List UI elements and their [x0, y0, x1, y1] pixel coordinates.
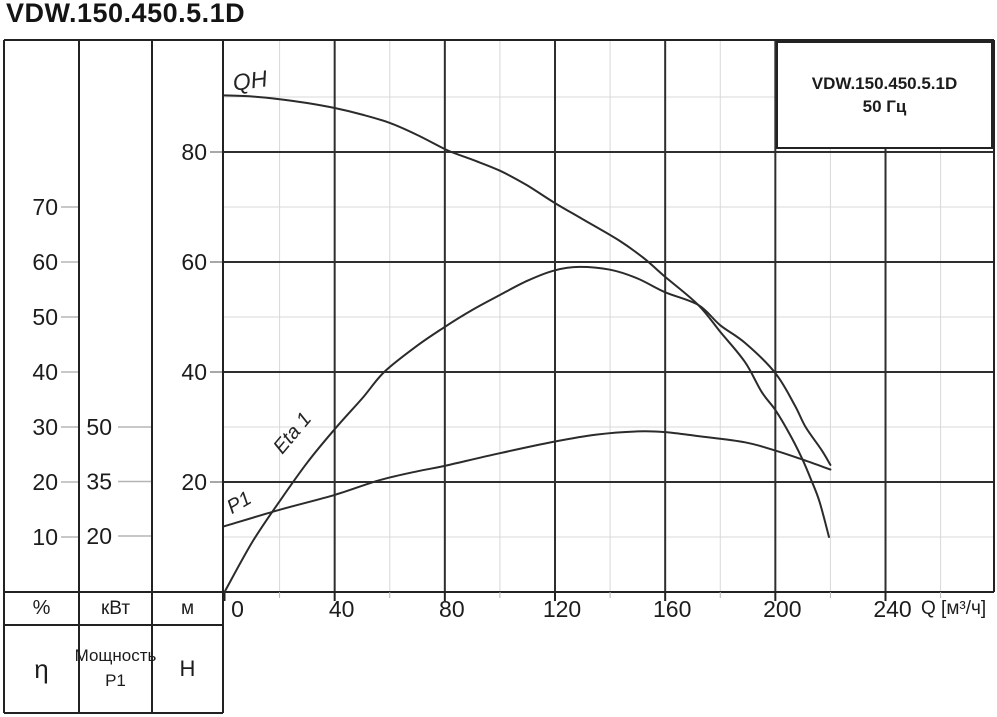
label-power: Мощность P1 [75, 625, 157, 713]
eta-scale-label: 40 [32, 359, 58, 385]
eta-scale-label: 20 [32, 469, 58, 495]
x-tick-label: 0 [231, 596, 244, 622]
x-tick-label: 200 [763, 596, 801, 622]
legend-frequency: 50 Гц [862, 96, 907, 116]
kw-scale-label: 20 [86, 523, 112, 549]
eta-scale-label: 70 [32, 194, 58, 220]
unit-cell-m: м [180, 597, 195, 619]
curve-eta-1 [223, 265, 832, 593]
x-tick-label: 80 [439, 596, 465, 622]
kw-scale-label: 50 [86, 414, 112, 440]
h-scale-label: 60 [181, 249, 207, 275]
kw-scale-label: 35 [86, 469, 112, 495]
x-tick-label: 40 [329, 596, 355, 622]
x-tick-label: 160 [653, 596, 691, 622]
unit-cell-percent: % [32, 597, 51, 619]
h-scale-label: 20 [181, 469, 207, 495]
h-scale-label: 80 [181, 139, 207, 165]
h-scale-label: 40 [181, 359, 207, 385]
x-tick-label: 240 [873, 596, 911, 622]
label-power-line2: P1 [105, 671, 126, 690]
curve-p1 [223, 430, 832, 528]
unit-cell-kw: кВт [100, 597, 131, 619]
page-title: VDW.150.450.5.1D [6, 0, 246, 28]
curve-label-qh: QH [231, 65, 269, 96]
legend-model: VDW.150.450.5.1D [811, 73, 958, 93]
label-eta: η [34, 653, 49, 684]
eta-scale-label: 60 [32, 249, 58, 275]
chart-legend: VDW.150.450.5.1D 50 Гц [776, 41, 993, 149]
q-axis-unit-label: Q [м³/ч] [921, 598, 987, 619]
label-head: H [179, 656, 196, 681]
eta-scale-label: 10 [32, 524, 58, 550]
x-tick-label: 120 [543, 596, 581, 622]
eta-scale-label: 30 [32, 414, 58, 440]
label-power-line1: Мощность [74, 646, 157, 666]
eta-scale-label: 50 [32, 304, 58, 330]
curve-qh [223, 94, 830, 538]
